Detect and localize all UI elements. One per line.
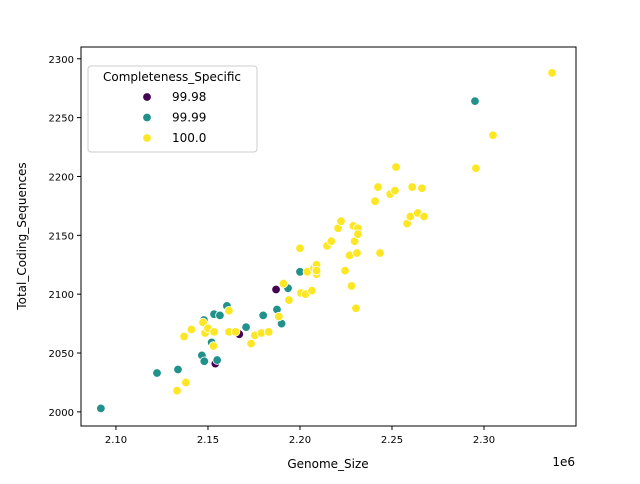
data-point-99.99 [470, 96, 480, 106]
x-offset-label: 1e6 [552, 455, 575, 469]
data-point-99.99 [152, 368, 162, 378]
data-point-99.98 [271, 284, 281, 295]
y-axis-label: Total_Coding_Sequences [15, 162, 29, 310]
data-point-99.99 [215, 310, 225, 321]
data-point-99.99 [199, 356, 209, 366]
legend-marker [142, 133, 152, 143]
x-axis-label: Genome_Size [287, 457, 368, 471]
data-point-100.0 [390, 185, 400, 196]
data-point-100.0 [407, 182, 417, 192]
data-point-100.0 [547, 68, 557, 78]
x-axis: 2.10 2.15 2.20 2.25 2.30 [105, 426, 495, 446]
x-tick-label: 2.10 [105, 435, 127, 446]
data-point-100.0 [336, 216, 346, 226]
y-axis: 2000 2050 2100 2150 2200 2250 2300 [49, 55, 81, 419]
legend-box [87, 65, 258, 153]
y-tick-label: 2200 [49, 172, 74, 183]
plot-frame [80, 46, 577, 427]
legend-marker [142, 92, 152, 102]
x-tick-label: 2.30 [473, 435, 495, 446]
data-point-100.0 [391, 162, 401, 172]
legend-label: 100.0 [172, 131, 206, 145]
points-layer [96, 68, 557, 414]
data-point-99.99 [258, 310, 268, 321]
data-point-100.0 [186, 324, 197, 335]
data-point-100.0 [419, 211, 429, 222]
data-point-99.99 [96, 403, 106, 414]
data-point-99.99 [212, 355, 222, 365]
x-tick-label: 2.25 [381, 435, 403, 446]
data-point-99.99 [173, 364, 183, 375]
data-point-100.0 [311, 265, 322, 276]
y-tick-label: 2050 [49, 349, 74, 360]
legend-label: 99.99 [172, 111, 206, 125]
data-point-100.0 [417, 183, 427, 193]
data-point-100.0 [353, 229, 363, 239]
legend-label: 99.98 [172, 90, 206, 104]
y-tick-label: 2000 [49, 408, 74, 419]
data-point-100.0 [373, 182, 383, 192]
data-point-100.0 [471, 163, 481, 173]
data-point-100.0 [340, 265, 350, 276]
y-tick-label: 2250 [49, 114, 74, 125]
data-point-100.0 [179, 331, 189, 342]
y-tick-label: 2100 [49, 290, 74, 301]
data-point-100.0 [263, 327, 274, 337]
x-tick-label: 2.20 [289, 435, 311, 446]
data-point-100.0 [346, 281, 357, 291]
legend-title: Completeness_Specific [103, 70, 241, 84]
data-point-100.0 [224, 305, 234, 316]
data-point-100.0 [284, 295, 294, 305]
data-point-100.0 [172, 385, 182, 396]
x-tick-label: 2.15 [197, 435, 219, 446]
data-point-100.0 [278, 278, 289, 289]
data-point-100.0 [295, 243, 305, 253]
y-tick-label: 2300 [49, 55, 74, 66]
data-point-100.0 [352, 248, 362, 258]
data-point-100.0 [209, 327, 219, 337]
legend: Completeness_Specific 99.98 99.99 100.0 [87, 65, 258, 153]
y-tick-label: 2150 [49, 231, 74, 242]
data-point-100.0 [370, 196, 380, 206]
legend-marker [142, 112, 152, 123]
data-point-100.0 [488, 130, 498, 140]
data-point-100.0 [351, 303, 361, 313]
data-point-100.0 [246, 338, 256, 349]
data-point-100.0 [230, 327, 241, 337]
data-point-100.0 [326, 236, 336, 246]
data-point-100.0 [181, 377, 191, 388]
data-point-100.0 [208, 341, 219, 351]
data-point-100.0 [274, 311, 284, 322]
data-point-100.0 [375, 248, 385, 258]
data-point-100.0 [307, 285, 317, 296]
data-point-99.99 [241, 322, 251, 332]
